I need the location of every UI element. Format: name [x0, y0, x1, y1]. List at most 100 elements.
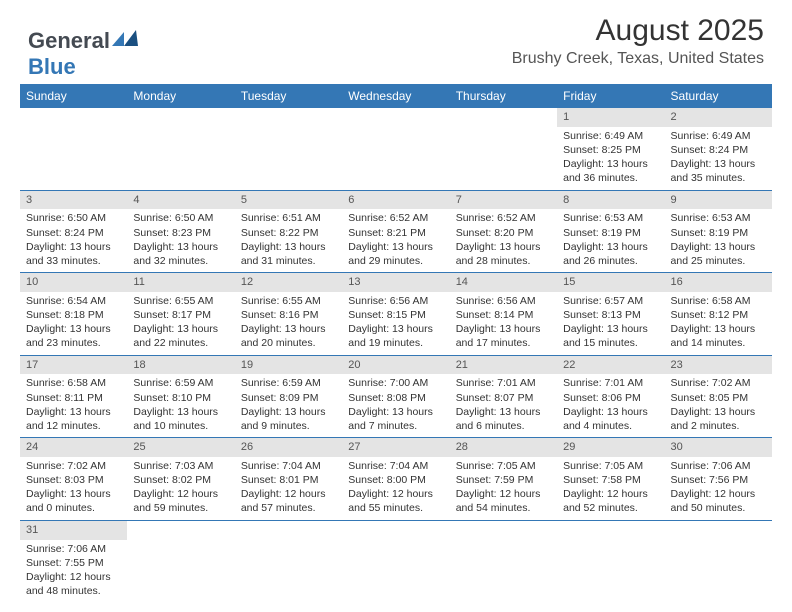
daylight-text: Daylight: 13 hours and 6 minutes.	[456, 405, 551, 433]
sunset-text: Sunset: 8:23 PM	[133, 226, 228, 240]
calendar-cell: 23Sunrise: 7:02 AMSunset: 8:05 PMDayligh…	[665, 355, 772, 438]
location: Brushy Creek, Texas, United States	[512, 50, 764, 68]
sunset-text: Sunset: 8:14 PM	[456, 308, 551, 322]
day-details: Sunrise: 6:50 AMSunset: 8:23 PMDaylight:…	[127, 209, 234, 272]
day-details: Sunrise: 7:00 AMSunset: 8:08 PMDaylight:…	[342, 374, 449, 437]
daylight-text: Daylight: 13 hours and 35 minutes.	[671, 157, 766, 185]
day-number: 1	[557, 108, 664, 127]
calendar-cell: 21Sunrise: 7:01 AMSunset: 8:07 PMDayligh…	[450, 355, 557, 438]
sunrise-text: Sunrise: 6:58 AM	[26, 376, 121, 390]
day-details: Sunrise: 6:53 AMSunset: 8:19 PMDaylight:…	[665, 209, 772, 272]
day-number: 21	[450, 356, 557, 375]
sunset-text: Sunset: 8:20 PM	[456, 226, 551, 240]
day-details: Sunrise: 6:56 AMSunset: 8:14 PMDaylight:…	[450, 292, 557, 355]
sunrise-text: Sunrise: 7:04 AM	[348, 459, 443, 473]
sunrise-text: Sunrise: 6:53 AM	[671, 211, 766, 225]
sunrise-text: Sunrise: 7:06 AM	[26, 542, 121, 556]
day-details: Sunrise: 7:02 AMSunset: 8:03 PMDaylight:…	[20, 457, 127, 520]
sunrise-text: Sunrise: 6:50 AM	[26, 211, 121, 225]
sunset-text: Sunset: 8:25 PM	[563, 143, 658, 157]
calendar-row: 31Sunrise: 7:06 AMSunset: 7:55 PMDayligh…	[20, 520, 772, 602]
day-details: Sunrise: 7:05 AMSunset: 7:58 PMDaylight:…	[557, 457, 664, 520]
sunset-text: Sunset: 8:16 PM	[241, 308, 336, 322]
day-number: 10	[20, 273, 127, 292]
day-number: 19	[235, 356, 342, 375]
sunrise-text: Sunrise: 7:01 AM	[563, 376, 658, 390]
day-number: 3	[20, 191, 127, 210]
day-header: Thursday	[450, 84, 557, 108]
sunrise-text: Sunrise: 6:49 AM	[563, 129, 658, 143]
sunset-text: Sunset: 8:09 PM	[241, 391, 336, 405]
sunrise-text: Sunrise: 6:58 AM	[671, 294, 766, 308]
day-number: 15	[557, 273, 664, 292]
daylight-text: Daylight: 13 hours and 26 minutes.	[563, 240, 658, 268]
daylight-text: Daylight: 13 hours and 9 minutes.	[241, 405, 336, 433]
day-number: 18	[127, 356, 234, 375]
day-details: Sunrise: 6:59 AMSunset: 8:09 PMDaylight:…	[235, 374, 342, 437]
calendar-table: Sunday Monday Tuesday Wednesday Thursday…	[20, 84, 772, 602]
day-details: Sunrise: 7:05 AMSunset: 7:59 PMDaylight:…	[450, 457, 557, 520]
day-details: Sunrise: 7:06 AMSunset: 7:56 PMDaylight:…	[665, 457, 772, 520]
calendar-cell	[342, 520, 449, 602]
calendar-cell: 5Sunrise: 6:51 AMSunset: 8:22 PMDaylight…	[235, 190, 342, 273]
calendar-cell: 7Sunrise: 6:52 AMSunset: 8:20 PMDaylight…	[450, 190, 557, 273]
calendar-cell: 17Sunrise: 6:58 AMSunset: 8:11 PMDayligh…	[20, 355, 127, 438]
sunset-text: Sunset: 8:21 PM	[348, 226, 443, 240]
calendar-cell: 1Sunrise: 6:49 AMSunset: 8:25 PMDaylight…	[557, 108, 664, 190]
day-details: Sunrise: 6:49 AMSunset: 8:24 PMDaylight:…	[665, 127, 772, 190]
day-number: 12	[235, 273, 342, 292]
calendar-cell: 26Sunrise: 7:04 AMSunset: 8:01 PMDayligh…	[235, 438, 342, 521]
sunrise-text: Sunrise: 6:59 AM	[241, 376, 336, 390]
day-details: Sunrise: 7:01 AMSunset: 8:06 PMDaylight:…	[557, 374, 664, 437]
daylight-text: Daylight: 13 hours and 12 minutes.	[26, 405, 121, 433]
day-details: Sunrise: 6:55 AMSunset: 8:16 PMDaylight:…	[235, 292, 342, 355]
calendar-cell: 3Sunrise: 6:50 AMSunset: 8:24 PMDaylight…	[20, 190, 127, 273]
daylight-text: Daylight: 12 hours and 54 minutes.	[456, 487, 551, 515]
sunset-text: Sunset: 8:12 PM	[671, 308, 766, 322]
daylight-text: Daylight: 13 hours and 15 minutes.	[563, 322, 658, 350]
day-number: 16	[665, 273, 772, 292]
sunrise-text: Sunrise: 7:04 AM	[241, 459, 336, 473]
calendar-cell: 25Sunrise: 7:03 AMSunset: 8:02 PMDayligh…	[127, 438, 234, 521]
calendar-cell: 11Sunrise: 6:55 AMSunset: 8:17 PMDayligh…	[127, 273, 234, 356]
day-details: Sunrise: 6:57 AMSunset: 8:13 PMDaylight:…	[557, 292, 664, 355]
daylight-text: Daylight: 13 hours and 22 minutes.	[133, 322, 228, 350]
logo-icon	[112, 26, 138, 52]
calendar-row: 17Sunrise: 6:58 AMSunset: 8:11 PMDayligh…	[20, 355, 772, 438]
sunrise-text: Sunrise: 6:55 AM	[241, 294, 336, 308]
sunrise-text: Sunrise: 7:05 AM	[563, 459, 658, 473]
day-number: 7	[450, 191, 557, 210]
sunset-text: Sunset: 8:08 PM	[348, 391, 443, 405]
day-number: 24	[20, 438, 127, 457]
calendar-cell: 31Sunrise: 7:06 AMSunset: 7:55 PMDayligh…	[20, 520, 127, 602]
day-number: 14	[450, 273, 557, 292]
calendar-cell: 24Sunrise: 7:02 AMSunset: 8:03 PMDayligh…	[20, 438, 127, 521]
daylight-text: Daylight: 13 hours and 25 minutes.	[671, 240, 766, 268]
sunset-text: Sunset: 8:00 PM	[348, 473, 443, 487]
calendar-cell: 2Sunrise: 6:49 AMSunset: 8:24 PMDaylight…	[665, 108, 772, 190]
day-details: Sunrise: 7:04 AMSunset: 8:00 PMDaylight:…	[342, 457, 449, 520]
daylight-text: Daylight: 13 hours and 32 minutes.	[133, 240, 228, 268]
title-block: August 2025 Brushy Creek, Texas, United …	[512, 14, 764, 68]
daylight-text: Daylight: 13 hours and 4 minutes.	[563, 405, 658, 433]
day-number: 5	[235, 191, 342, 210]
daylight-text: Daylight: 13 hours and 29 minutes.	[348, 240, 443, 268]
day-details: Sunrise: 6:52 AMSunset: 8:20 PMDaylight:…	[450, 209, 557, 272]
daylight-text: Daylight: 13 hours and 33 minutes.	[26, 240, 121, 268]
calendar-cell: 22Sunrise: 7:01 AMSunset: 8:06 PMDayligh…	[557, 355, 664, 438]
sunset-text: Sunset: 8:06 PM	[563, 391, 658, 405]
calendar-cell: 9Sunrise: 6:53 AMSunset: 8:19 PMDaylight…	[665, 190, 772, 273]
sunset-text: Sunset: 8:10 PM	[133, 391, 228, 405]
day-number: 13	[342, 273, 449, 292]
day-number: 6	[342, 191, 449, 210]
day-details: Sunrise: 6:58 AMSunset: 8:11 PMDaylight:…	[20, 374, 127, 437]
day-header: Saturday	[665, 84, 772, 108]
sunset-text: Sunset: 8:18 PM	[26, 308, 121, 322]
day-number: 28	[450, 438, 557, 457]
calendar-cell: 19Sunrise: 6:59 AMSunset: 8:09 PMDayligh…	[235, 355, 342, 438]
sunrise-text: Sunrise: 7:00 AM	[348, 376, 443, 390]
day-details: Sunrise: 6:50 AMSunset: 8:24 PMDaylight:…	[20, 209, 127, 272]
sunrise-text: Sunrise: 7:02 AM	[671, 376, 766, 390]
daylight-text: Daylight: 13 hours and 0 minutes.	[26, 487, 121, 515]
calendar-cell: 15Sunrise: 6:57 AMSunset: 8:13 PMDayligh…	[557, 273, 664, 356]
